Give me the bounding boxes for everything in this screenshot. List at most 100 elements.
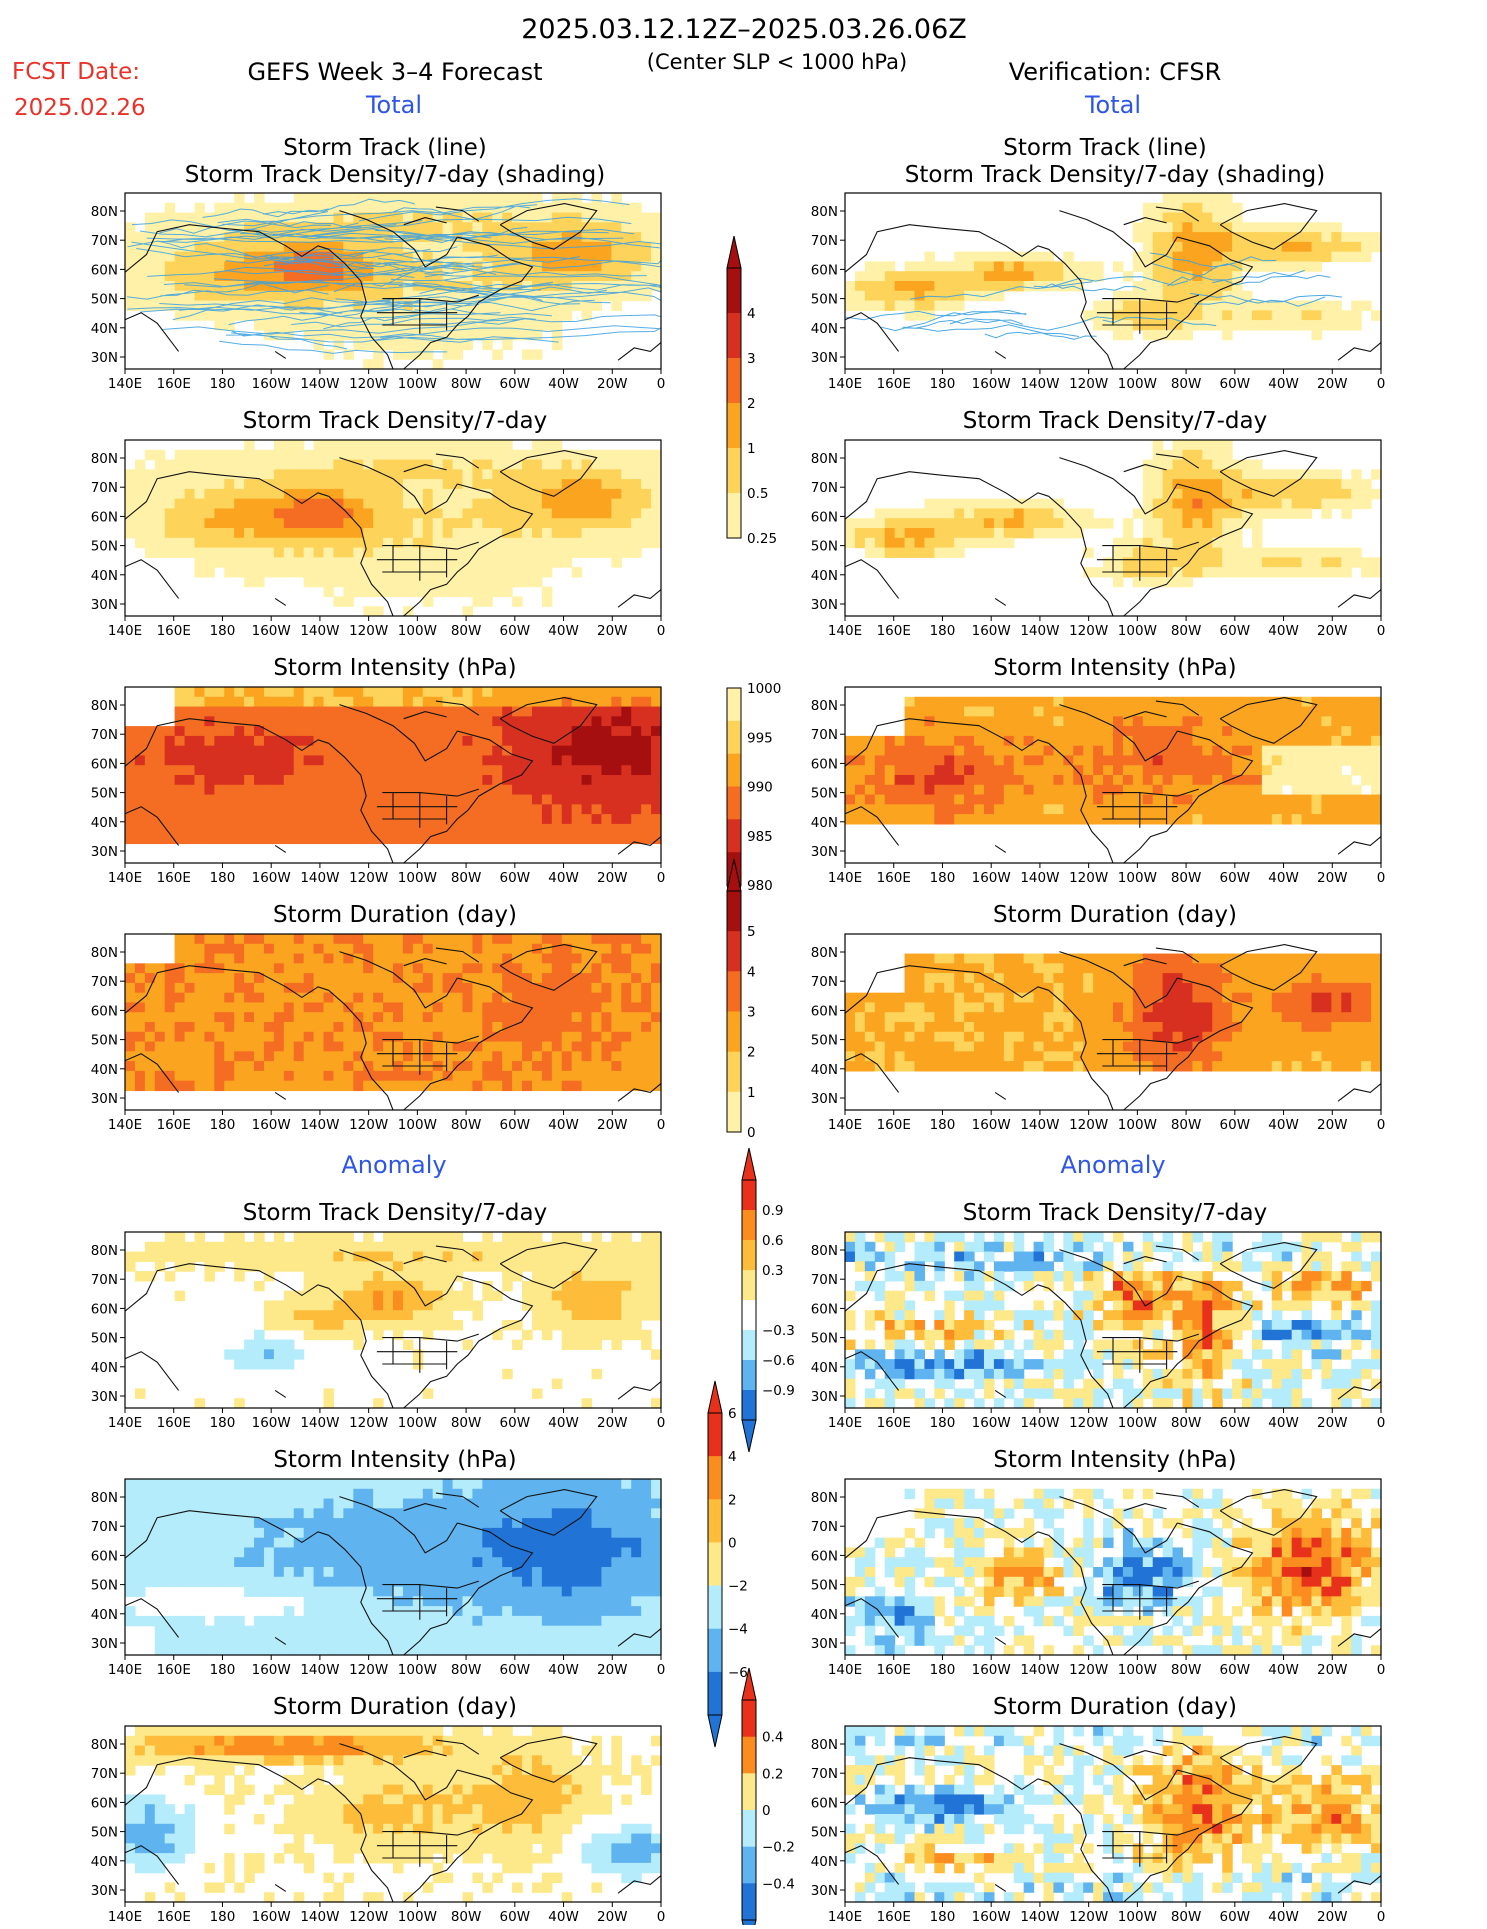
grid-cell [324, 528, 335, 538]
grid-cell [572, 834, 583, 844]
grid-cell [284, 944, 295, 954]
grid-cell [885, 804, 896, 814]
grid-cell [552, 726, 563, 736]
grid-cell [453, 508, 464, 518]
grid-cell [582, 1061, 593, 1071]
grid-cell [472, 824, 483, 834]
grid-cell [492, 479, 503, 489]
grid-cell [224, 1022, 235, 1032]
grid-cell [611, 775, 622, 785]
grid-cell [651, 954, 662, 964]
grid-cell [502, 934, 513, 944]
grid-cell [284, 746, 295, 756]
grid-cell [224, 538, 235, 548]
grid-cell [954, 814, 965, 824]
grid-cell [1073, 726, 1084, 736]
grid-cell [994, 785, 1005, 795]
grid-cell [865, 271, 876, 281]
grid-cell [254, 1032, 265, 1042]
grid-cell [984, 252, 995, 262]
grid-cell [453, 499, 464, 509]
grid-cell [443, 349, 454, 359]
grid-cell [234, 1032, 245, 1042]
grid-cell [314, 834, 325, 844]
grid-cell [1312, 697, 1323, 707]
grid-cell [572, 450, 583, 460]
grid-cell [865, 261, 876, 271]
grid-cell [611, 736, 622, 746]
grid-cell [562, 765, 573, 775]
grid-cell [214, 1071, 225, 1081]
panel-title-line1: Storm Track (line) [1003, 135, 1206, 161]
grid-cell [1252, 222, 1263, 232]
grid-cell [845, 785, 856, 795]
grid-cell [1242, 716, 1253, 726]
grid-cell [1351, 716, 1362, 726]
grid-cell [214, 983, 225, 993]
grid-cell [601, 707, 612, 717]
grid-cell [885, 538, 896, 548]
grid-cell [944, 765, 955, 775]
grid-cell [393, 469, 404, 479]
grid-cell [194, 963, 205, 973]
grid-cell [383, 548, 394, 558]
grid-cell [502, 538, 513, 548]
grid-cell [1371, 804, 1382, 814]
grid-cell [284, 954, 295, 964]
grid-cell [885, 736, 896, 746]
grid-cell [1341, 707, 1352, 717]
grid-cell [304, 460, 315, 470]
grid-cell [542, 528, 553, 538]
grid-cell [522, 697, 533, 707]
grid-cell [234, 746, 245, 756]
grid-cell [284, 1022, 295, 1032]
grid-cell [1272, 508, 1283, 518]
grid-cell [542, 963, 553, 973]
grid-cell [254, 1061, 265, 1071]
grid-cell [224, 528, 235, 538]
grid-cell [1182, 281, 1193, 291]
grid-cell [1371, 755, 1382, 765]
grid-cell [453, 1051, 464, 1061]
grid-cell [1123, 330, 1134, 340]
grid-cell [974, 281, 985, 291]
grid-cell [214, 1002, 225, 1012]
grid-cell [1341, 557, 1352, 567]
grid-cell [244, 785, 255, 795]
grid-cell [453, 824, 464, 834]
grid-cell [572, 795, 583, 805]
grid-cell [522, 963, 533, 973]
grid-cell [175, 479, 186, 489]
grid-cell [1361, 499, 1372, 509]
grid-cell [924, 261, 935, 271]
grid-cell [1024, 736, 1035, 746]
grid-cell [944, 804, 955, 814]
grid-cell [333, 193, 344, 203]
grid-cell [1083, 736, 1094, 746]
grid-cell [865, 528, 876, 538]
grid-cell [324, 548, 335, 558]
grid-cell [1341, 489, 1352, 499]
grid-cell [462, 548, 473, 558]
panel-title: Storm Intensity (hPa) [273, 1447, 516, 1473]
grid-cell [472, 814, 483, 824]
grid-cell [393, 349, 404, 359]
grid-cell [1312, 222, 1323, 232]
grid-cell [502, 281, 513, 291]
grid-cell [324, 785, 335, 795]
grid-cell [383, 755, 394, 765]
grid-cell [542, 804, 553, 814]
grid-cell [1272, 795, 1283, 805]
grid-cell [224, 291, 235, 301]
grid-cell [373, 755, 384, 765]
grid-cell [343, 785, 354, 795]
grid-cell [472, 1051, 483, 1061]
grid-cell [482, 726, 493, 736]
grid-cell [572, 548, 583, 558]
grid-cell [194, 469, 205, 479]
grid-cell [1004, 726, 1015, 736]
grid-cell [254, 1071, 265, 1081]
grid-cell [1053, 775, 1064, 785]
grid-cell [234, 1081, 245, 1091]
grid-cell [145, 814, 156, 824]
